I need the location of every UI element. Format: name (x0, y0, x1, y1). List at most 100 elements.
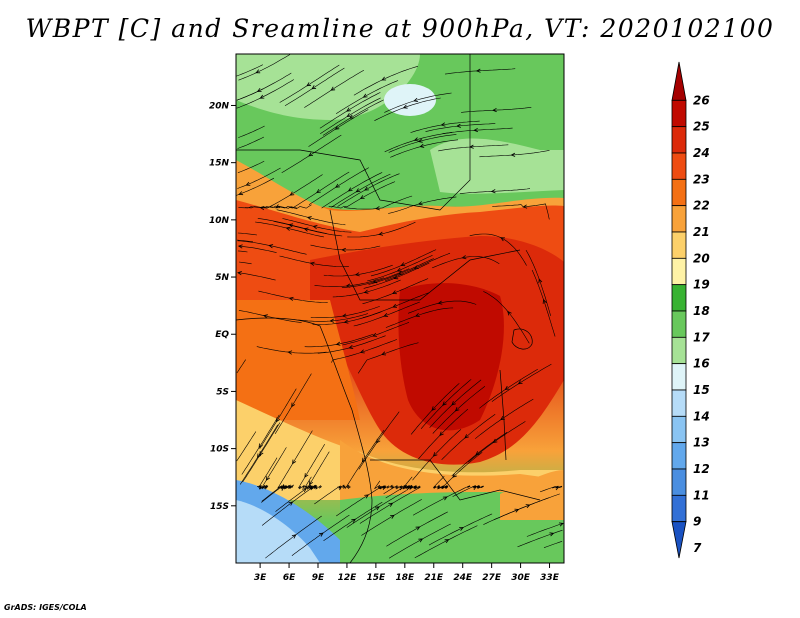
streamline-arrow (475, 451, 480, 456)
streamline-arrow (347, 187, 353, 192)
streamline (452, 485, 484, 497)
streamline (237, 232, 258, 236)
streamline (259, 388, 297, 449)
colorbar: 26 25 24 23 22 21 20 19 18 17 16 15 14 13 12 11 9 7 (671, 61, 710, 559)
y-tick-label: 5N (215, 273, 229, 283)
streamline (412, 429, 462, 481)
streamline-arrow (312, 225, 318, 230)
streamline-arrow (475, 68, 481, 73)
streamline (363, 262, 430, 289)
streamline (431, 256, 500, 269)
streamline (323, 501, 383, 542)
streamline (429, 379, 482, 428)
streamline-arrow (522, 204, 528, 209)
streamline (359, 487, 421, 524)
streamline (390, 139, 459, 158)
streamline-arrow (451, 401, 456, 406)
streamline (276, 209, 346, 226)
streamline-arrow (309, 261, 315, 266)
streamline-arrow (341, 313, 347, 318)
streamline-arrow (237, 271, 242, 276)
lake-victoria (511, 328, 533, 350)
colorbar-label: 17 (693, 330, 710, 344)
streamline (442, 127, 513, 134)
streamline (275, 485, 318, 512)
streamline (237, 167, 281, 189)
streamline (483, 497, 549, 525)
boundary-layer (236, 54, 541, 563)
streamline (236, 431, 257, 462)
streamline (479, 150, 550, 158)
colorbar-label: 24 (693, 146, 710, 160)
streamline (257, 218, 327, 234)
colorbar-swatch (671, 99, 687, 128)
streamline (526, 523, 564, 537)
x-tick-label: 9E (312, 573, 325, 583)
streamline (388, 523, 451, 559)
streamline-arrow (381, 485, 387, 491)
streamline-arrow (335, 341, 341, 346)
streamline (317, 335, 386, 354)
streamline (347, 221, 416, 238)
y-tick-label: 20N (209, 101, 230, 111)
streamline (438, 144, 509, 152)
streamline (428, 513, 493, 546)
streamline-arrow (417, 138, 423, 143)
colorbar-label: 16 (693, 357, 710, 371)
colorbar-label: 7 (693, 541, 702, 555)
streamline (310, 244, 381, 251)
streamline-arrow (263, 314, 268, 319)
streamline-arrow (418, 538, 424, 543)
streamline (274, 373, 312, 435)
streamline (298, 444, 325, 490)
y-tick-label: EQ (215, 330, 229, 340)
streamline-arrow (452, 473, 457, 478)
streamline-arrow (285, 226, 291, 231)
streamline (342, 322, 410, 346)
streamline (314, 484, 351, 505)
streamline (308, 167, 369, 205)
colorbar-label: 9 (693, 515, 701, 529)
field-region-southwest-light (236, 500, 320, 563)
streamline-arrow (363, 289, 369, 294)
streamline-arrow (359, 195, 365, 200)
streamline-arrow (461, 255, 467, 260)
streamline-arrow (558, 522, 564, 527)
streamline (362, 292, 429, 318)
streamline (418, 408, 469, 460)
streamline-arrow (381, 351, 387, 356)
x-tick-label: 15E (367, 573, 387, 583)
streamline (451, 432, 508, 477)
streamline (319, 92, 381, 129)
streamline-arrow (442, 401, 447, 406)
streamline-arrow (507, 310, 512, 316)
streamline (298, 313, 368, 322)
streamline-arrow (309, 480, 314, 486)
streamline-arrow (473, 127, 479, 133)
streamline (291, 514, 350, 556)
streamline-arrow (355, 188, 361, 193)
field-layer (236, 54, 564, 563)
streamline (367, 255, 433, 282)
streamline (322, 99, 384, 136)
streamline (277, 430, 313, 489)
streamline (425, 123, 496, 132)
streamline (491, 363, 552, 402)
streamline (374, 480, 395, 490)
colorbar-label: 20 (693, 251, 710, 265)
colorbar-swatch (671, 284, 687, 312)
field-region-angola-cool (236, 400, 564, 500)
streamline-arrow (237, 244, 243, 249)
streamline (368, 258, 434, 285)
border-north (236, 54, 471, 211)
streamline-arrow (500, 415, 505, 421)
colorbar-cap-top (671, 61, 687, 101)
colorbar-swatch (671, 178, 687, 207)
streamline-arrow (390, 514, 395, 519)
streamline (420, 379, 472, 429)
streamline (237, 136, 265, 149)
streamline-arrow (289, 191, 295, 196)
colorbar-swatch (671, 363, 687, 391)
streamline-arrow (292, 459, 297, 465)
